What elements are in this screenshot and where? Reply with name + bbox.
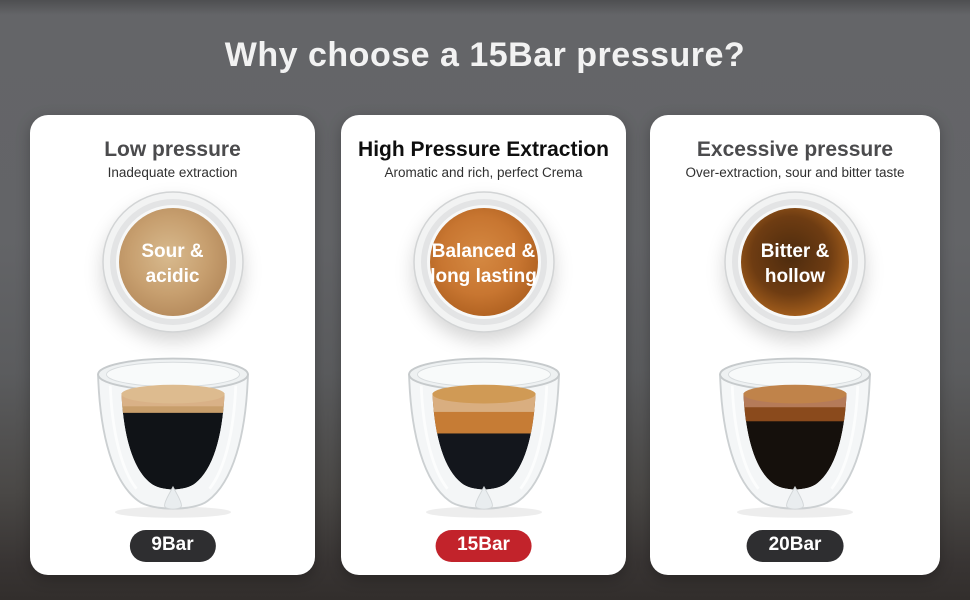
crema-label-line1: Sour & [141,241,204,263]
crema-label-line2: long lasting [430,266,537,288]
page-title: Why choose a 15Bar pressure? [224,36,746,74]
pressure-badge-20bar: 20Bar [746,530,844,562]
card-subheading: Aromatic and rich, perfect Crema [384,165,583,181]
card-heading: Low pressure [104,138,241,161]
crema-top-view: Bitter & hollow [724,191,866,333]
crema-top-view: Balanced & long lasting [412,191,555,333]
card-subheading: Over-extraction, sour and bitter taste [685,165,905,181]
crema-top-view: Sour & acidic [101,191,244,333]
pressure-badge-9bar: 9Bar [129,530,216,562]
crema-circle-graphic [101,191,244,333]
espresso-cup-graphic [96,357,249,518]
espresso-cup-graphic [719,357,871,518]
card-excessive-pressure: Excessive pressure Over-extraction, sour… [650,115,940,575]
crema-label-line1: Bitter & [760,241,830,263]
espresso-cup-image [395,345,573,521]
espresso-cup-image [706,345,884,521]
crema-label-line2: acidic [145,266,200,288]
crema-circle-graphic [724,191,866,333]
crema-label-line1: Balanced & [431,241,536,263]
espresso-cup-graphic [407,357,560,518]
card-heading: Excessive pressure [696,138,894,161]
espresso-cup-image [84,345,262,521]
crema-label: Sour & acidic [102,191,244,333]
crema-label-line2: hollow [764,266,826,288]
card-subheading: Inadequate extraction [107,165,238,181]
card-heading: High Pressure Extraction [358,138,609,161]
crema-label: Bitter & hollow [724,191,866,333]
crema-circle-graphic [412,191,555,333]
crema-label: Balanced & long lasting [413,191,555,333]
card-low-pressure: Low pressure Inadequate extraction So [30,115,315,575]
card-high-pressure: High Pressure Extraction Aromatic and ri… [341,115,626,575]
pressure-badge-15bar: 15Bar [435,530,532,562]
